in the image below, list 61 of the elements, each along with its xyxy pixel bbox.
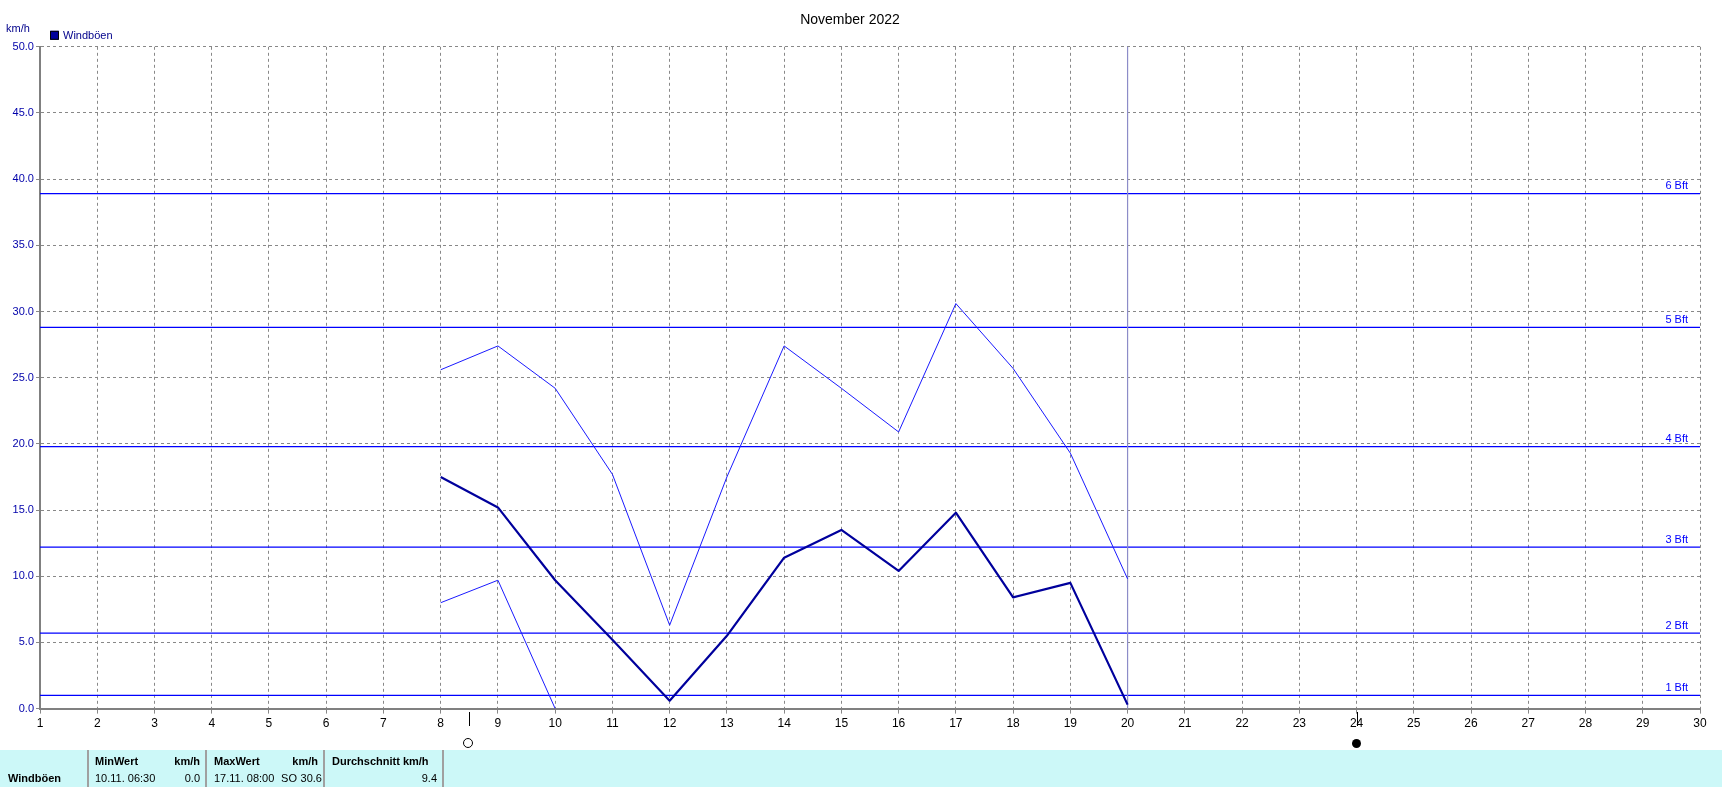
text: 10.11. 06:30 bbox=[95, 772, 156, 784]
x-tick-label: 27 bbox=[1521, 716, 1536, 731]
y-tick-label: 25.0 bbox=[12, 370, 34, 383]
x-tick-label: 9 bbox=[494, 716, 502, 731]
text: 9.4 bbox=[421, 772, 437, 784]
x-tick-label: 20 bbox=[1120, 716, 1135, 731]
y-tick-label: 15.0 bbox=[12, 503, 34, 516]
x-tick-label: 10 bbox=[548, 716, 563, 731]
x-tick-label: 5 bbox=[265, 716, 273, 731]
x-tick-label: 3 bbox=[151, 716, 159, 731]
x-tick-label: 16 bbox=[891, 716, 906, 731]
text: 17.11. 08:00 bbox=[214, 772, 275, 784]
y-tick-label: 50.0 bbox=[12, 39, 34, 52]
y-tick-label: 30.0 bbox=[12, 304, 34, 317]
y-tick-label: 45.0 bbox=[12, 106, 34, 119]
ref-line-label: 1 Bft bbox=[1665, 680, 1688, 693]
x-tick-label: 6 bbox=[322, 716, 330, 731]
x-tick-label: 12 bbox=[662, 716, 677, 731]
x-tick-label: 15 bbox=[834, 716, 849, 731]
text: MinWert bbox=[95, 755, 139, 767]
text: 0.0 bbox=[184, 772, 200, 784]
ref-line-label: 2 Bft bbox=[1665, 618, 1688, 631]
x-tick-label: 29 bbox=[1636, 716, 1650, 731]
chart-title: November 2022 bbox=[800, 11, 901, 28]
x-tick-label: 4 bbox=[208, 716, 216, 731]
x-tick-label: 17 bbox=[949, 716, 963, 731]
ref-line-label: 3 Bft bbox=[1665, 532, 1688, 545]
text: km/h bbox=[292, 755, 318, 767]
text: Durchschnitt km/h bbox=[332, 755, 429, 767]
y-tick-label: 40.0 bbox=[12, 172, 34, 185]
x-tick-label: 14 bbox=[777, 716, 792, 731]
y-tick-label: 10.0 bbox=[12, 569, 34, 582]
legend-label: Windböen bbox=[63, 28, 113, 41]
text: km/h bbox=[174, 755, 200, 767]
x-tick-label: 19 bbox=[1063, 716, 1078, 731]
x-tick-label: 25 bbox=[1407, 716, 1421, 731]
text: Windböen bbox=[8, 772, 62, 784]
x-tick-label: 28 bbox=[1578, 716, 1593, 731]
x-tick-label: 30 bbox=[1693, 716, 1707, 731]
y-tick-label: 5.0 bbox=[18, 635, 34, 648]
y-tick-label: 0.0 bbox=[18, 701, 34, 714]
x-tick-label: 7 bbox=[380, 716, 388, 731]
ref-line-label: 5 Bft bbox=[1665, 312, 1688, 325]
text: MaxWert bbox=[214, 755, 260, 767]
ref-line-label: 4 Bft bbox=[1665, 432, 1688, 445]
x-tick-label: 11 bbox=[606, 716, 619, 731]
x-tick-label: 22 bbox=[1235, 716, 1250, 731]
x-tick-label: 1 bbox=[36, 716, 44, 731]
x-tick-label: 2 bbox=[93, 716, 101, 731]
y-tick-label: 35.0 bbox=[12, 238, 34, 251]
y-tick-label: 20.0 bbox=[12, 436, 34, 449]
x-tick-label: 26 bbox=[1464, 716, 1479, 731]
x-tick-label: 18 bbox=[1006, 716, 1021, 731]
y-axis-title: km/h bbox=[6, 22, 30, 35]
text: SO bbox=[281, 772, 297, 784]
text: 30.6 bbox=[300, 772, 322, 784]
x-tick-label: 13 bbox=[720, 716, 734, 731]
x-tick-label: 8 bbox=[437, 716, 445, 731]
x-tick-label: 21 bbox=[1178, 716, 1192, 731]
x-tick-label: 23 bbox=[1292, 716, 1307, 731]
ref-line-label: 6 Bft bbox=[1665, 179, 1688, 192]
